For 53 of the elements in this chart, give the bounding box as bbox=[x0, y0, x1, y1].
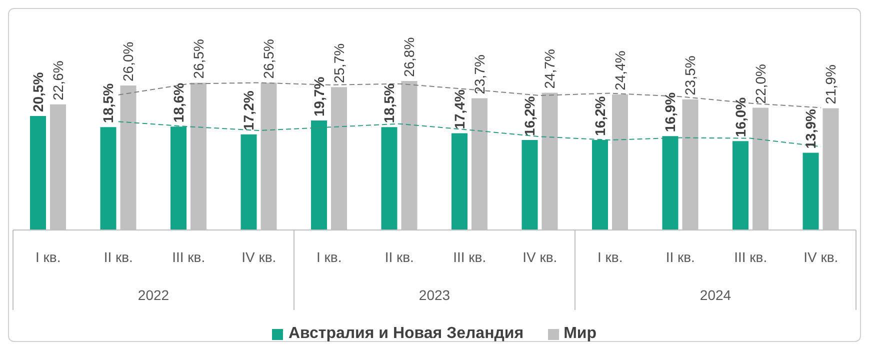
text: 2023 bbox=[418, 287, 450, 303]
bar bbox=[311, 120, 327, 230]
x-tick-label: II кв. bbox=[104, 248, 133, 265]
legend-label: Мир bbox=[562, 325, 596, 343]
data-label: 18,5% bbox=[100, 82, 116, 124]
data-label: 16,2% bbox=[522, 96, 538, 136]
x-tick-label: I кв. bbox=[316, 248, 342, 265]
data-label: 21,9% bbox=[822, 64, 839, 104]
x-tick-label: III кв. bbox=[734, 248, 768, 265]
x-tick-label: IV кв. bbox=[522, 248, 558, 265]
x-tick-label: III кв. bbox=[172, 248, 206, 265]
data-label: 17,2% bbox=[240, 90, 257, 130]
data-label: 24,7% bbox=[542, 49, 558, 89]
bar bbox=[30, 116, 46, 230]
x-tick-label: II кв. bbox=[666, 248, 695, 265]
x-tick-label: III кв. bbox=[453, 248, 486, 265]
bar bbox=[802, 152, 819, 230]
data-label: 16,9% bbox=[662, 92, 678, 132]
bar bbox=[381, 127, 398, 230]
data-label: 25,7% bbox=[331, 43, 347, 84]
bar bbox=[100, 127, 116, 230]
data-label: 22,0% bbox=[752, 64, 768, 104]
data-label: 16,0% bbox=[732, 96, 748, 138]
x-tick-label: IV кв. bbox=[242, 248, 276, 265]
text: 2024 bbox=[700, 287, 732, 303]
data-label: 16,2% bbox=[592, 96, 608, 136]
legend-label: Австралия и Новая Зеландия bbox=[287, 325, 524, 343]
data-label: 24,4% bbox=[612, 50, 628, 90]
bar bbox=[170, 126, 186, 230]
data-label: 26,5% bbox=[260, 39, 277, 79]
data-label: 26,5% bbox=[190, 39, 206, 79]
data-label: 13,9% bbox=[802, 108, 819, 149]
data-label: 17,4% bbox=[452, 89, 468, 130]
data-label: 18,6% bbox=[170, 82, 186, 123]
x-tick-label: II кв. bbox=[384, 248, 414, 265]
data-label: 22,6% bbox=[50, 60, 66, 100]
x-tick-label: I кв. bbox=[598, 248, 623, 265]
data-label: 23,7% bbox=[472, 54, 488, 94]
data-label: 18,5% bbox=[381, 82, 398, 124]
data-label: 23,5% bbox=[682, 56, 698, 96]
data-label: 26,8% bbox=[401, 37, 418, 78]
text: 2022 bbox=[138, 287, 170, 303]
bar bbox=[240, 134, 257, 230]
bar bbox=[522, 140, 538, 230]
bar bbox=[662, 136, 678, 230]
data-label: 19,7% bbox=[311, 76, 327, 116]
data-label: 26,0% bbox=[120, 42, 136, 82]
x-tick-label: IV кв. bbox=[804, 248, 838, 265]
bar bbox=[592, 140, 608, 230]
data-label: 20,5% bbox=[30, 72, 46, 112]
x-tick-label: I кв. bbox=[36, 248, 61, 265]
bar bbox=[732, 141, 748, 230]
bar bbox=[452, 133, 468, 230]
